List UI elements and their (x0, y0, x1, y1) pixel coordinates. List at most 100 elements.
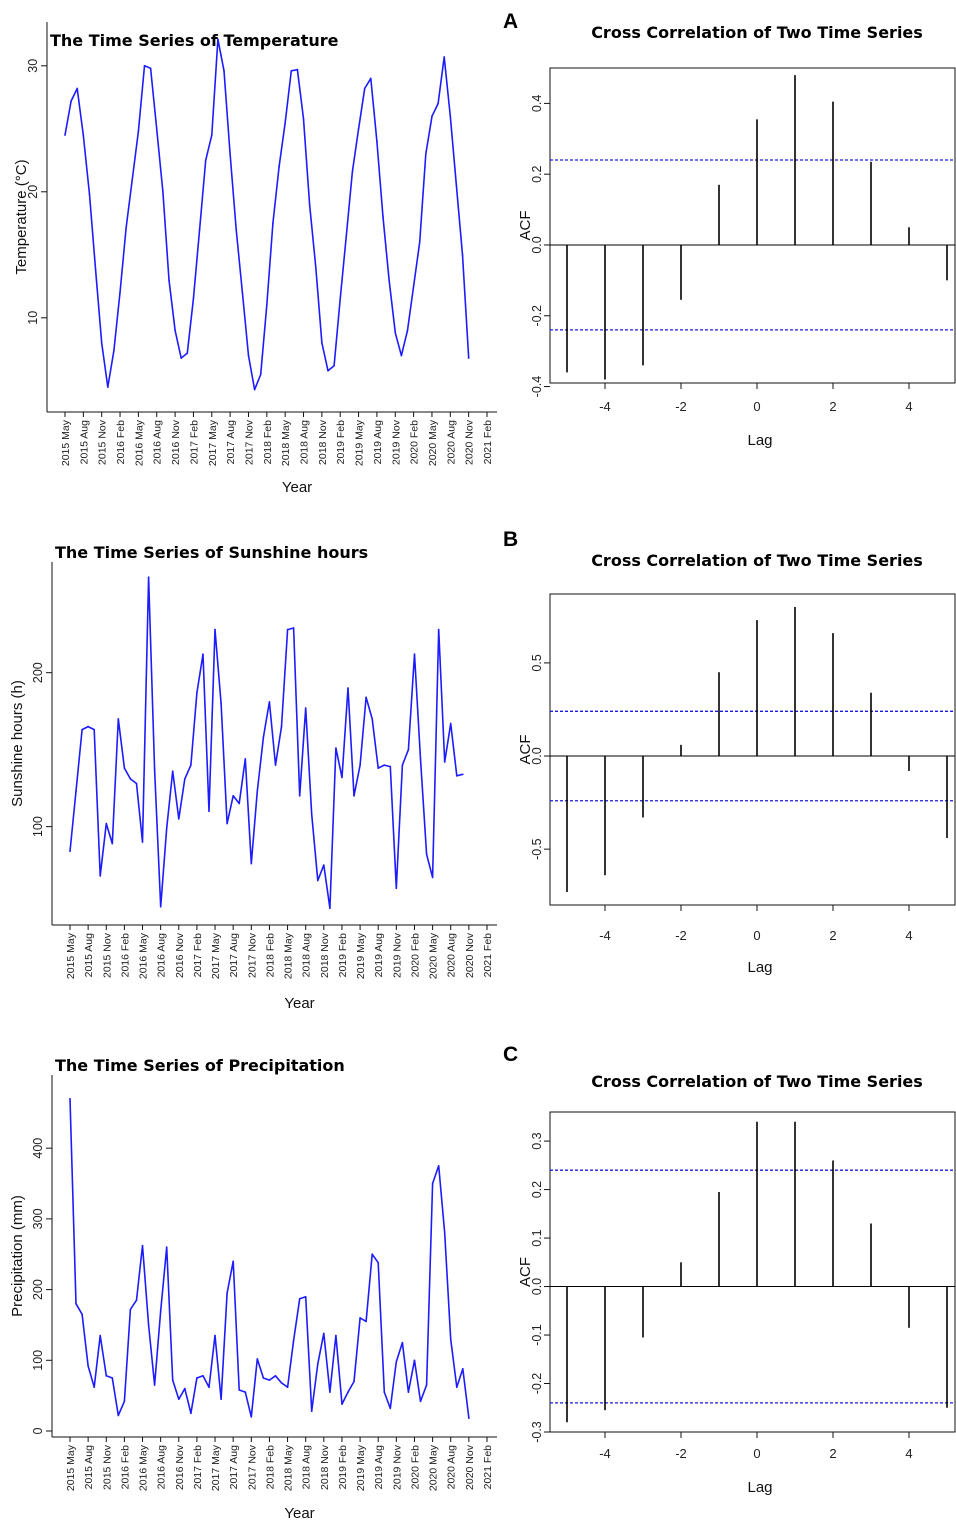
chart-title: The Time Series of Sunshine hours (55, 543, 368, 562)
data-point (159, 1309, 162, 1312)
data-point (462, 773, 464, 776)
x-tick-label: 2018 Aug (299, 420, 311, 465)
y-tick-label: 0.0 (530, 1278, 544, 1295)
x-tick-label: 2019 May (354, 419, 366, 466)
data-point (266, 304, 268, 307)
y-tick-label: 0.3 (530, 1132, 544, 1149)
data-point (107, 386, 109, 388)
x-tick-label: 2020 Feb (409, 933, 421, 978)
x-tick-label: 2018 Nov (317, 419, 329, 465)
data-point (123, 767, 126, 769)
timeseries-panel-2: The Time Series of Sunshine hours 100 200 2… (9, 543, 497, 1012)
data-point (359, 1317, 361, 1319)
data-point (190, 764, 192, 766)
data-point (119, 291, 121, 294)
data-point (274, 1375, 277, 1377)
x-tick-label: 2015 May (60, 419, 72, 466)
data-point (220, 702, 222, 705)
data-point (232, 795, 234, 797)
data-point (155, 128, 158, 130)
x-tick-label: 4 (905, 1446, 912, 1461)
data-point (413, 653, 416, 656)
y-tick-label: 200 (31, 1279, 45, 1300)
x-tick-label: 2015 Aug (83, 1445, 95, 1490)
x-tick-label: 2016 May (138, 1444, 150, 1491)
plot-frame (549, 1111, 956, 1433)
data-point (180, 357, 183, 359)
data-point (268, 1379, 271, 1381)
x-tick-label: -2 (675, 928, 687, 943)
data-point (141, 1244, 144, 1247)
data-point (177, 1398, 180, 1400)
data-point (244, 758, 247, 760)
data-point (369, 77, 372, 80)
series-line (69, 1098, 470, 1419)
y-axis-label: ACF (517, 211, 534, 241)
x-axis-label: Year (284, 1505, 314, 1522)
x-tick-label: 2016 Nov (170, 419, 182, 465)
data-point (125, 226, 127, 228)
plot-frame (549, 593, 956, 906)
data-point (75, 790, 77, 793)
x-tick-label: 2019 Aug (372, 420, 384, 465)
crosscorr-panel-3: B Cross Correlation of Two Time Series -0.… (503, 528, 956, 976)
data-point (443, 1232, 446, 1234)
x-tick-label: 2020 May (427, 419, 439, 466)
data-point (431, 1182, 434, 1185)
data-point (395, 887, 398, 890)
data-point (359, 764, 361, 766)
data-point (94, 269, 97, 271)
data-point (88, 193, 91, 196)
data-point (467, 357, 470, 359)
x-tick-label: 2019 Aug (373, 933, 385, 978)
x-tick-label: 2018 Aug (301, 1445, 313, 1490)
data-point (406, 329, 409, 332)
plot-frame (549, 67, 956, 384)
y-tick-label: 300 (31, 1208, 45, 1229)
y-axis-label: Precipitation (mm) (9, 1195, 26, 1317)
data-point (425, 1384, 428, 1386)
y-tick-label: 100 (31, 816, 45, 837)
x-axis-label: Year (284, 995, 314, 1012)
y-tick-label: 0.4 (530, 95, 544, 112)
data-point (314, 266, 317, 269)
data-point (347, 687, 349, 689)
x-axis-label: Lag (747, 432, 772, 449)
y-axis-label: Temperature (°C) (13, 159, 30, 274)
data-point (165, 1246, 168, 1248)
data-point (198, 228, 201, 231)
x-tick-label: 2015 Nov (101, 932, 113, 978)
data-point (296, 68, 299, 71)
data-point (256, 1358, 259, 1360)
data-point (345, 235, 348, 237)
x-tick-label: 2017 Nov (246, 932, 258, 978)
x-tick-label: 2020 Nov (464, 1444, 476, 1490)
data-point (76, 87, 79, 90)
x-tick-label: -2 (675, 1446, 687, 1461)
data-point (214, 628, 216, 631)
x-tick-label: 2015 Aug (78, 420, 90, 465)
data-point (99, 875, 102, 877)
x-tick-label: 2017 Feb (192, 1445, 204, 1490)
x-tick-label: 2015 May (65, 932, 77, 979)
data-point (298, 795, 301, 797)
data-point (383, 1391, 386, 1393)
panel-label: A (503, 10, 518, 33)
data-point (437, 1165, 440, 1167)
data-point (87, 725, 89, 728)
y-tick-label: -0.3 (530, 1421, 544, 1443)
data-point (347, 1391, 349, 1393)
data-point (304, 1295, 307, 1298)
x-tick-label: 2020 Feb (409, 1445, 421, 1490)
data-point (323, 864, 325, 866)
data-point (327, 369, 329, 372)
y-tick-label: -0.2 (530, 305, 544, 327)
data-point (365, 1320, 367, 1323)
data-point (339, 298, 342, 300)
data-point (412, 285, 415, 288)
x-tick-label: 0 (753, 1446, 760, 1461)
x-tick-label: 2018 May (280, 419, 292, 466)
x-tick-label: 2020 Nov (464, 419, 476, 465)
data-point (129, 778, 132, 780)
data-point (141, 841, 144, 843)
